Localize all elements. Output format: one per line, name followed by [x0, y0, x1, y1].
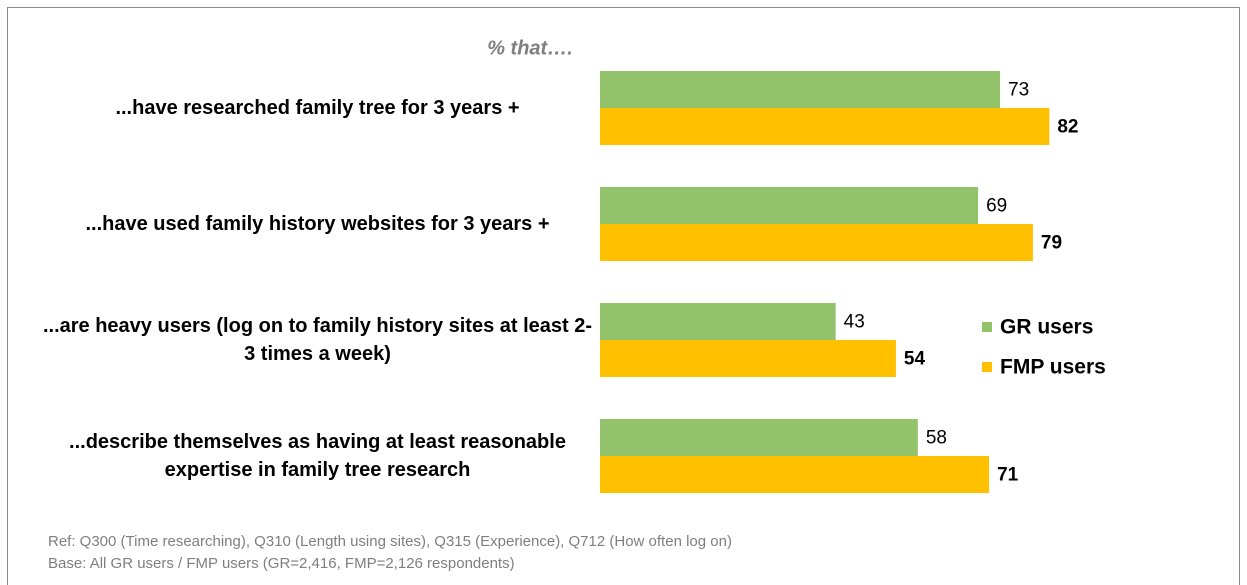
bar	[600, 303, 836, 340]
legend-swatch	[982, 322, 992, 332]
category-text: ...describe themselves as having at leas…	[69, 431, 566, 481]
category-label: ...have used family history websites for…	[40, 184, 595, 264]
frame	[7, 7, 1240, 585]
category-label: ...have researched family tree for 3 yea…	[40, 68, 595, 148]
footnote: Ref: Q300 (Time researching), Q310 (Leng…	[48, 533, 732, 550]
value-label: 54	[904, 349, 926, 370]
value-label: 58	[926, 428, 947, 449]
category-label: ...describe themselves as having at leas…	[40, 416, 595, 496]
legend-label: GR users	[1000, 316, 1093, 339]
bar	[600, 340, 896, 377]
value-label: 73	[1008, 80, 1029, 101]
value-label: 71	[997, 465, 1019, 486]
value-label: 43	[844, 312, 865, 333]
bar	[600, 419, 918, 456]
bar	[600, 456, 990, 493]
value-label: 82	[1057, 117, 1078, 138]
legend-label: FMP users	[1000, 356, 1106, 379]
category-text: ...have researched family tree for 3 yea…	[115, 97, 520, 119]
category-text: ...have used family history websites for…	[85, 213, 550, 235]
legend-swatch	[982, 362, 992, 372]
bar	[600, 71, 1001, 108]
category-text: ...are heavy users (log on to family his…	[42, 315, 593, 365]
bar	[600, 187, 979, 224]
category-label: ...are heavy users (log on to family his…	[40, 300, 595, 380]
bar	[600, 224, 1033, 261]
value-label: 79	[1041, 233, 1062, 254]
footnote: Base: All GR users / FMP users (GR=2,416…	[48, 555, 515, 572]
bar	[600, 108, 1050, 145]
value-label: 69	[986, 196, 1007, 217]
subtitle: % that….	[487, 37, 573, 59]
